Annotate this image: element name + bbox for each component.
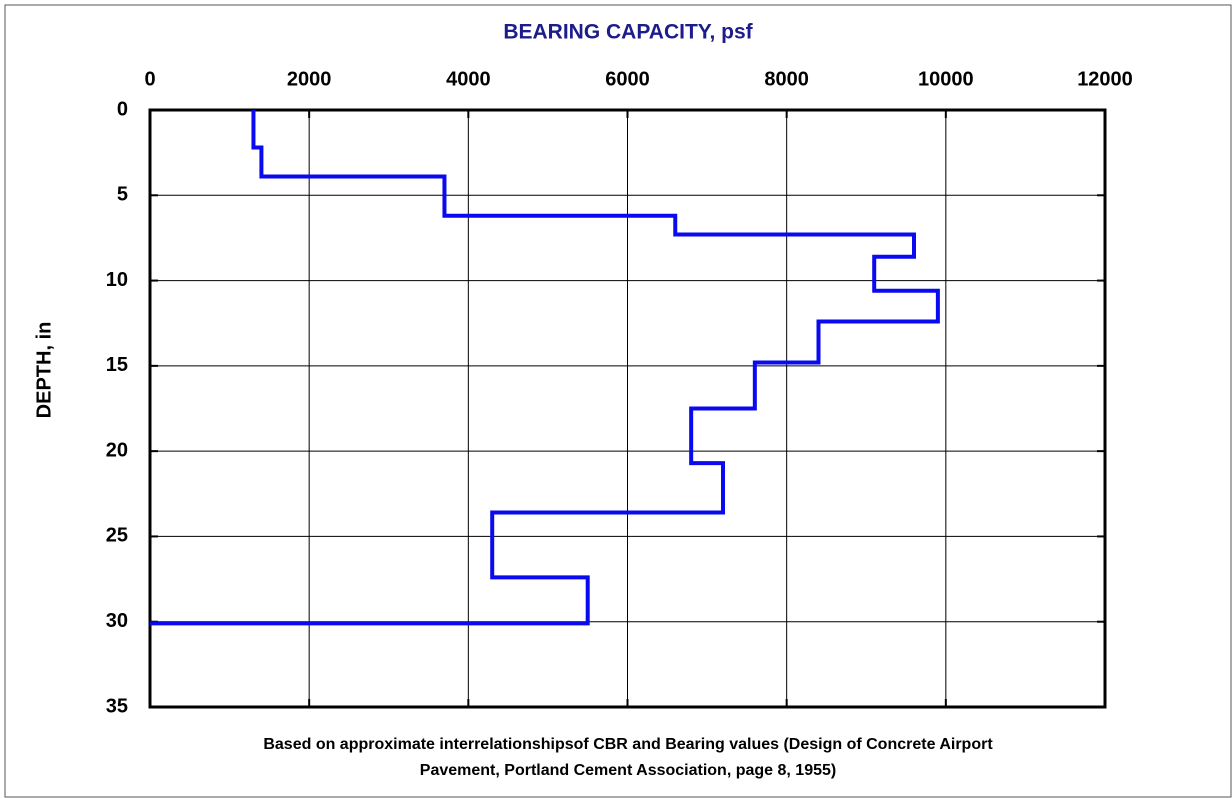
x-tick-label: 0 [144, 68, 155, 90]
x-tick-label: 4000 [446, 68, 491, 90]
chart-title: BEARING CAPACITY, psf [503, 21, 753, 44]
y-tick-label: 20 [106, 439, 128, 461]
y-tick-label: 30 [106, 610, 128, 632]
x-tick-label: 12000 [1077, 68, 1133, 90]
x-tick-label: 10000 [918, 68, 974, 90]
line-series [150, 110, 940, 626]
y-tick-label: 15 [106, 354, 128, 376]
x-tick-label: 8000 [764, 68, 809, 90]
grid [148, 108, 1107, 709]
frame [4, 4, 1232, 798]
x-tick-label: 2000 [287, 68, 332, 90]
y-axis-title: DEPTH, in [33, 322, 55, 419]
annotation: Pavement, Portland Cement Association, p… [420, 762, 836, 779]
y-tick-label: 5 [117, 184, 128, 206]
y-tick-label: 35 [106, 695, 128, 717]
annotation: Based on approximate interrelationshipso… [263, 736, 993, 753]
y-tick-label: 10 [106, 269, 128, 291]
plot [150, 110, 940, 626]
x-tick-label: 6000 [605, 68, 650, 90]
y-tick-label: 0 [117, 98, 128, 120]
y-tick-label: 25 [106, 525, 128, 547]
plot-border [148, 108, 1107, 709]
